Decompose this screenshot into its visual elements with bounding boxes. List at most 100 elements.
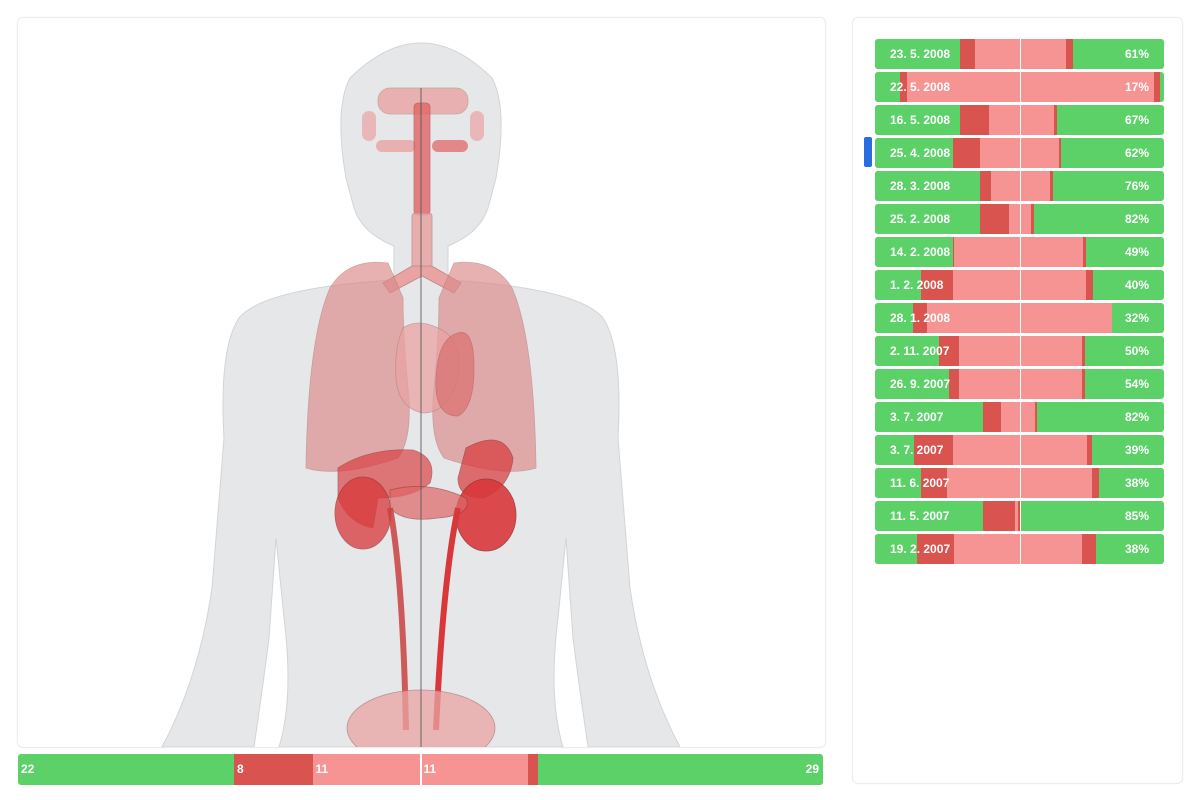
history-segment-correct <box>875 105 961 135</box>
right-kidney <box>455 478 517 552</box>
history-segment-wrong <box>916 534 955 564</box>
history-segment-correct <box>875 237 954 267</box>
history-row[interactable]: 11. 6. 2007 38% <box>875 468 1164 498</box>
history-row[interactable]: 3. 7. 2007 82% <box>875 402 1164 432</box>
history-midline <box>1019 204 1021 234</box>
history-row[interactable]: 28. 1. 2008 32% <box>875 303 1164 333</box>
history-segment-wrong <box>953 237 955 267</box>
summary-midline <box>420 754 422 785</box>
history-row[interactable]: 16. 5. 2008 67% <box>875 105 1164 135</box>
history-percent: 82% <box>1124 212 1149 226</box>
esophagus <box>413 102 431 216</box>
history-midline <box>1019 501 1021 531</box>
history-row[interactable]: 26. 9. 2007 54% <box>875 369 1164 399</box>
history-percent: 61% <box>1124 47 1149 61</box>
history-segment-wrong <box>980 171 991 201</box>
anatomy-panel <box>17 17 826 748</box>
history-segment-correct <box>875 369 949 399</box>
trachea <box>411 212 433 269</box>
history-percent: 40% <box>1124 278 1149 292</box>
history-date: 28. 1. 2008 <box>890 311 951 325</box>
history-percent: 85% <box>1124 509 1149 523</box>
history-row[interactable]: 28. 3. 2008 76% <box>875 171 1164 201</box>
history-segment-wrong <box>960 105 990 135</box>
history-segment-wrong <box>1153 72 1160 102</box>
history-row[interactable]: 1. 2. 2008 40% <box>875 270 1164 300</box>
history-row[interactable]: 25. 4. 2008 62% <box>875 138 1164 168</box>
summary-segment-correct <box>18 754 234 785</box>
history-segment-partial <box>1000 402 1036 432</box>
history-segment-wrong <box>1081 534 1097 564</box>
history-segment-correct <box>875 72 900 102</box>
history-percent: 76% <box>1124 179 1149 193</box>
history-segment-wrong <box>914 435 953 465</box>
history-date: 14. 2. 2008 <box>890 245 951 259</box>
history-segment-wrong <box>953 138 981 168</box>
history-percent: 54% <box>1124 377 1149 391</box>
history-segment-correct <box>875 171 981 201</box>
history-midline <box>1019 336 1021 366</box>
selection-marker <box>864 137 872 167</box>
history-row[interactable]: 23. 5. 2008 61% <box>875 39 1164 69</box>
history-midline <box>1019 369 1021 399</box>
history-segment-wrong <box>1018 501 1021 531</box>
history-midline <box>1019 237 1021 267</box>
history-row[interactable]: 25. 2. 2008 82% <box>875 204 1164 234</box>
history-segment-partial <box>927 303 1112 333</box>
human-anatomy-icon <box>161 42 681 747</box>
history-row[interactable]: 2. 11. 2007 50% <box>875 336 1164 366</box>
history-midline <box>1019 303 1021 333</box>
history-date: 2. 11. 2007 <box>890 344 950 358</box>
history-percent: 82% <box>1124 410 1149 424</box>
history-midline <box>1019 105 1021 135</box>
history-date: 3. 7. 2007 <box>890 443 944 457</box>
history-segment-partial <box>953 270 1086 300</box>
history-row[interactable]: 19. 2. 2007 38% <box>875 534 1164 564</box>
history-segment-wrong <box>1085 270 1094 300</box>
history-segment-wrong <box>921 468 948 498</box>
history-segment-wrong <box>1081 369 1085 399</box>
history-segment-partial <box>954 534 1082 564</box>
history-date: 11. 5. 2007 <box>890 509 950 523</box>
summary-segment-correct <box>538 754 823 785</box>
history-segment-wrong <box>1054 105 1058 135</box>
history-row[interactable]: 11. 5. 2007 85% <box>875 501 1164 531</box>
history-segment-wrong <box>1083 237 1086 267</box>
history-date: 19. 2. 2007 <box>890 542 951 556</box>
history-date: 16. 5. 2008 <box>890 113 951 127</box>
history-percent: 38% <box>1124 476 1149 490</box>
mouth-cavity-left <box>362 111 376 141</box>
history-percent: 17% <box>1124 80 1149 94</box>
history-segment-wrong <box>1091 468 1099 498</box>
history-row[interactable]: 22. 5. 2008 17% <box>875 72 1164 102</box>
history-row[interactable]: 3. 7. 2007 39% <box>875 435 1164 465</box>
history-segment-correct <box>875 336 939 366</box>
history-date: 1. 2. 2008 <box>890 278 944 292</box>
history-segment-wrong <box>983 501 1016 531</box>
history-segment-correct <box>875 138 954 168</box>
history-midline <box>1019 138 1021 168</box>
history-segment-wrong <box>1065 39 1073 69</box>
history-row[interactable]: 14. 2. 2008 49% <box>875 237 1164 267</box>
history-segment-partial <box>1015 501 1019 531</box>
summary-count-label: 11 <box>315 762 329 776</box>
history-segment-correct <box>875 435 914 465</box>
history-segment-wrong <box>960 39 975 69</box>
history-segment-correct <box>875 204 981 234</box>
history-segment-partial <box>954 237 1084 267</box>
history-segment-wrong <box>1058 138 1062 168</box>
history-date: 11. 6. 2007 <box>890 476 950 490</box>
history-date: 28. 3. 2008 <box>890 179 951 193</box>
history-segment-correct <box>875 402 984 432</box>
history-segment-correct <box>875 39 961 69</box>
history-midline <box>1019 270 1021 300</box>
history-segment-wrong <box>1049 171 1053 201</box>
history-segment-wrong <box>938 336 959 366</box>
history-segment-partial <box>989 105 1055 135</box>
history-date: 22. 5. 2008 <box>890 80 951 94</box>
history-segment-wrong <box>980 204 1010 234</box>
history-midline <box>1019 39 1021 69</box>
heart-ventricle <box>435 332 475 417</box>
history-segment-correct <box>875 270 922 300</box>
history-segment-wrong <box>948 369 959 399</box>
